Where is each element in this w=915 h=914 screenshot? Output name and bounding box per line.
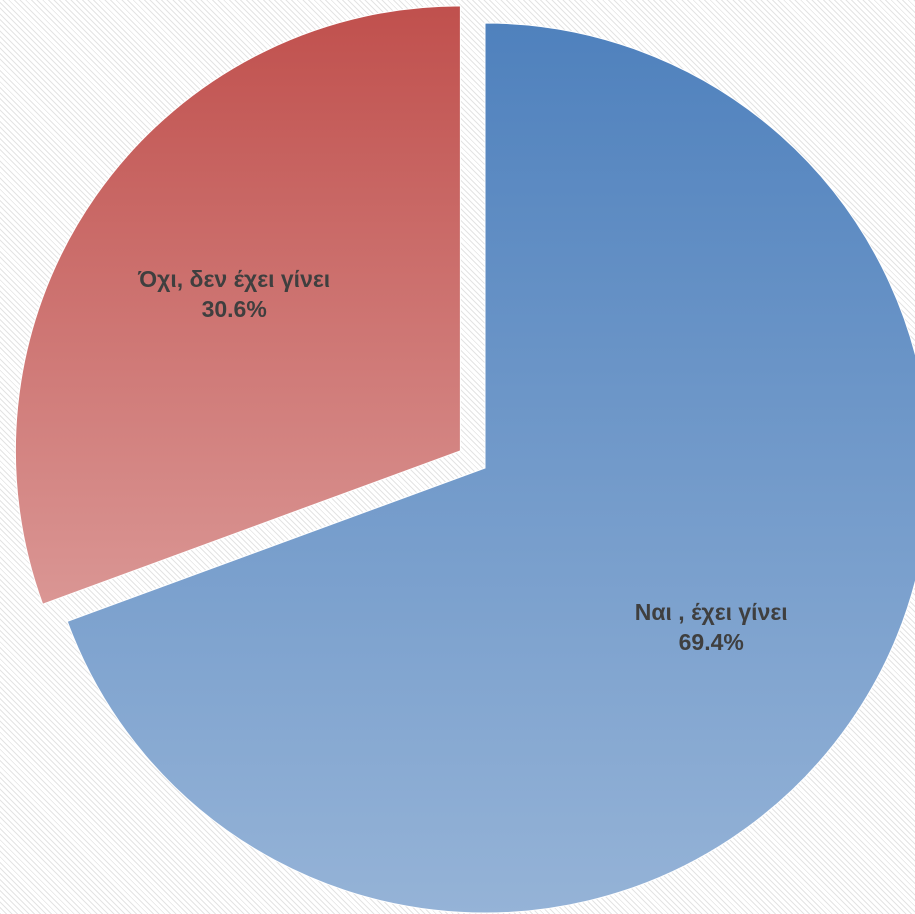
- pie-slice-1: [66, 22, 915, 914]
- slice-value-label-1: 69.4%: [679, 629, 744, 655]
- slice-label-2: Όχι, δεν έχει γίνει: [137, 266, 330, 292]
- pie-slice-2: [14, 5, 461, 605]
- slice-label-1: Ναι , έχει γίνει: [635, 599, 788, 625]
- slice-value-label-2: 30.6%: [202, 296, 267, 322]
